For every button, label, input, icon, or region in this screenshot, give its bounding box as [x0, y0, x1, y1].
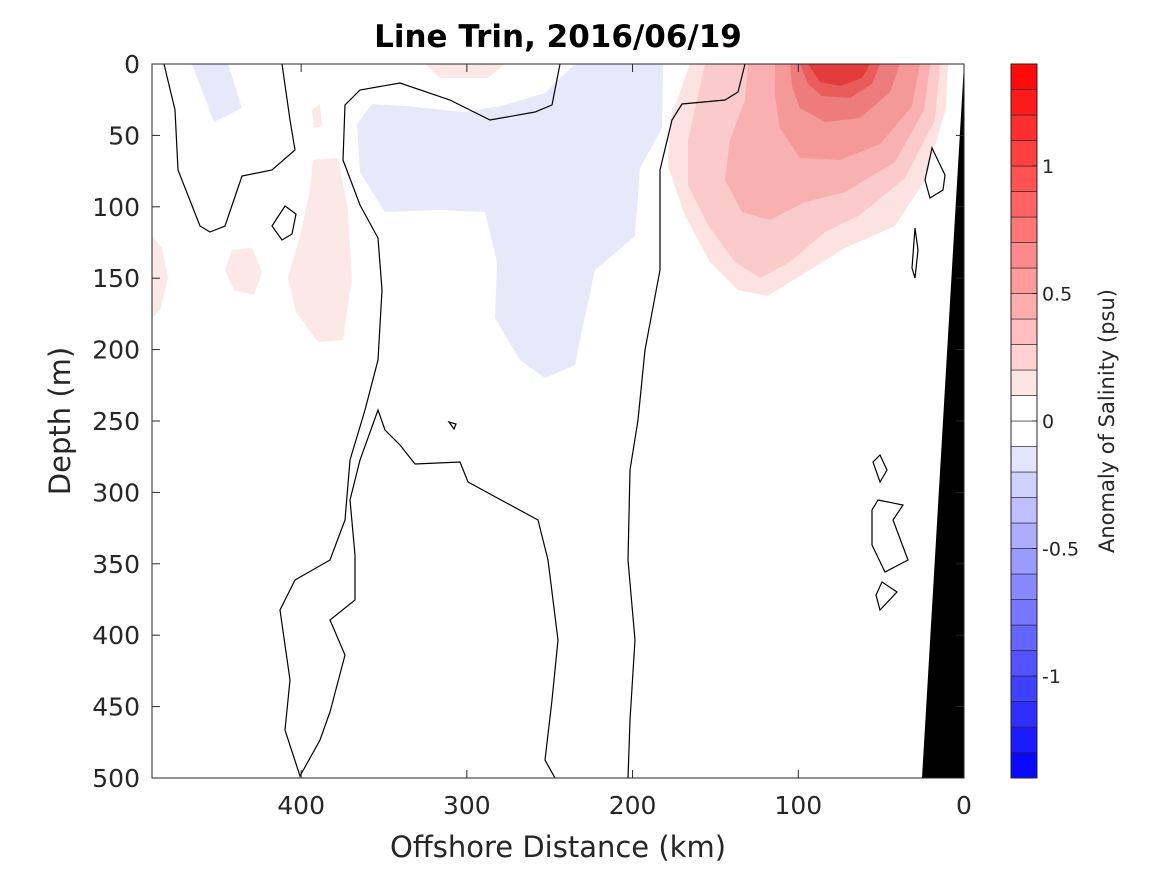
zero-contour-nearshore-thin [911, 227, 919, 279]
y-axis: 0 50 100 150 200 250 300 350 400 450 500 [92, 50, 964, 793]
colorbar-segment [1010, 318, 1038, 345]
colorbar-segment [1010, 369, 1038, 396]
colorbar: 1 0.5 0 -0.5 -1 [1010, 63, 1079, 779]
zero-contour-central [627, 64, 746, 778]
salty-anomaly-region-surface-dots [312, 104, 322, 128]
x-tick-label: 200 [609, 791, 657, 820]
fresh-anomaly-region-offshore [192, 64, 242, 122]
zero-contour-deep-loop-c [875, 581, 898, 612]
fresh-anomaly-region-midsection [357, 64, 663, 378]
colorbar-segment [1010, 471, 1038, 498]
y-tick-label: 400 [92, 621, 140, 650]
zero-contour-small-eddy [271, 205, 297, 241]
colorbar-segment [1010, 675, 1038, 702]
colorbar-segment [1010, 267, 1038, 294]
zero-contour-western-boundary [279, 64, 561, 778]
colorbar-segment [1010, 165, 1038, 192]
salty-anomaly-region-edge-lens [152, 236, 168, 318]
y-tick-label: 300 [92, 478, 140, 507]
salty-plume-level-7 [808, 64, 870, 86]
x-axis-label: Offshore Distance (km) [390, 830, 726, 864]
colorbar-segment [1010, 650, 1038, 677]
colorbar-segment [1010, 522, 1038, 549]
colorbar-segment [1010, 420, 1038, 447]
colorbar-segment [1010, 191, 1038, 218]
colorbar-segment [1010, 395, 1038, 422]
colorbar-tick-label: 0.5 [1042, 284, 1072, 306]
colorbar-segment [1010, 726, 1038, 753]
colorbar-segment [1010, 446, 1038, 473]
bottom-topography [922, 64, 964, 778]
y-tick-label: 100 [92, 193, 140, 222]
colorbar-tick-label: 0 [1042, 411, 1054, 433]
y-tick-label: 150 [92, 264, 140, 293]
salty-anomaly-region-offshore-lens [288, 158, 352, 342]
colorbar-segment [1010, 140, 1038, 167]
x-tick-label: 100 [774, 791, 822, 820]
zero-contour-offshore [163, 64, 296, 233]
colorbar-segment [1010, 573, 1038, 600]
chart-title: Line Trin, 2016/06/19 [374, 19, 742, 55]
colorbar-segment [1010, 63, 1038, 90]
x-axis: 400 300 200 100 0 [277, 64, 972, 820]
zero-contour-tiny-ring [447, 420, 457, 431]
y-tick-label: 500 [92, 764, 140, 793]
y-axis-label: Depth (m) [43, 347, 77, 495]
y-tick-label: 0 [124, 50, 140, 79]
salty-anomaly-region-surface-small [425, 64, 505, 78]
y-tick-label: 200 [92, 336, 140, 365]
colorbar-segment [1010, 497, 1038, 524]
colorbar-segment [1010, 293, 1038, 320]
zero-contour-deep-loop-b [871, 499, 909, 573]
y-tick-label: 50 [108, 121, 140, 150]
colorbar-segment [1010, 548, 1038, 575]
colorbar-label: Anomaly of Salinity (psu) [1095, 289, 1119, 553]
y-tick-label: 450 [92, 693, 140, 722]
y-tick-label: 250 [92, 407, 140, 436]
x-tick-label: 0 [956, 791, 972, 820]
colorbar-segment [1010, 114, 1038, 141]
salinity-anomaly-fill [152, 64, 948, 378]
y-tick-label: 350 [92, 550, 140, 579]
colorbar-tick-label: -0.5 [1042, 539, 1079, 561]
colorbar-segment [1010, 344, 1038, 371]
x-tick-label: 300 [443, 791, 491, 820]
zero-contour-nearshore-loop [924, 146, 946, 199]
colorbar-segment [1010, 701, 1038, 728]
colorbar-tick-label: -1 [1042, 666, 1061, 688]
colorbar-segment [1010, 624, 1038, 651]
colorbar-segment [1010, 216, 1038, 243]
x-tick-label: 400 [277, 791, 325, 820]
colorbar-segment [1010, 599, 1038, 626]
zero-contour-lines [163, 64, 946, 778]
colorbar-segment [1010, 242, 1038, 269]
colorbar-tick-label: 1 [1042, 156, 1054, 178]
colorbar-segment [1010, 752, 1038, 779]
salty-anomaly-region-small-lens [225, 248, 262, 295]
zero-contour-deep-loop-a [872, 453, 888, 484]
colorbar-segment [1010, 89, 1038, 116]
